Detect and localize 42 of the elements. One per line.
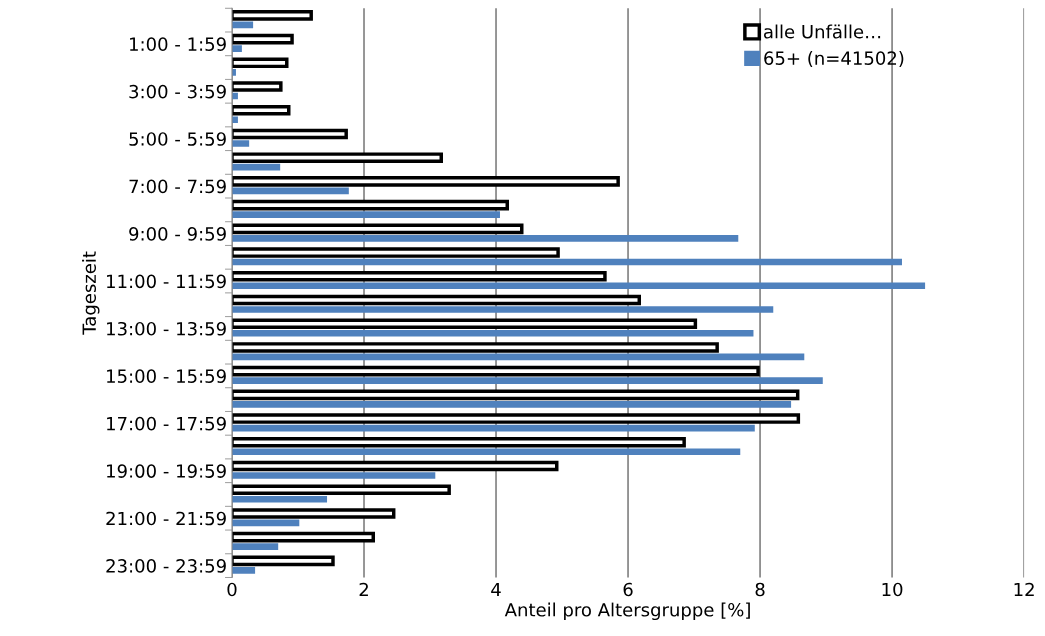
x-tick-label: 12 <box>1014 582 1034 597</box>
bar <box>231 235 739 242</box>
bar <box>231 353 805 361</box>
bar <box>231 140 250 147</box>
y-tick-label: 11:00 - 11:59 <box>107 274 226 289</box>
y-tick-label: 3:00 - 3:59 <box>129 84 226 99</box>
legend-label: alle Unfälle… <box>764 24 881 39</box>
x-tick-label: 8 <box>755 582 765 597</box>
y-tick-label: 23:00 - 23:59 <box>106 559 226 573</box>
x-axis-title: Anteil pro Altersgruppe [%] <box>504 602 750 621</box>
bar <box>231 424 755 432</box>
bar <box>231 329 754 337</box>
y-axis-title: Tageszeit <box>82 251 100 335</box>
x-tick-label: 2 <box>359 582 368 597</box>
y-tick-label: 15:00 - 15:59 <box>107 369 226 384</box>
bar <box>231 495 328 503</box>
bar <box>231 401 792 408</box>
y-tick-label: 17:00 - 17:59 <box>107 416 226 431</box>
bar <box>231 282 926 290</box>
bar <box>231 472 436 479</box>
legend-label: 65+ (n=41502) <box>764 51 904 68</box>
x-tick-label: 6 <box>623 582 633 597</box>
x-tick-label: 4 <box>491 582 501 597</box>
bar <box>231 377 823 384</box>
bar <box>231 258 902 266</box>
bar <box>231 45 242 52</box>
bar <box>231 543 279 550</box>
y-tick-label: 13:00 - 13:59 <box>107 321 226 336</box>
bar <box>231 211 500 218</box>
x-tick-label: 10 <box>882 582 903 597</box>
y-tick-label: 9:00 - 9:59 <box>129 227 226 241</box>
bar <box>231 306 774 313</box>
y-tick-label: 7:00 - 7:59 <box>129 179 226 194</box>
bar <box>231 567 256 574</box>
y-tick-label: 1:00 - 1:59 <box>130 37 226 51</box>
x-tick-label: 0 <box>227 582 237 597</box>
bar <box>231 187 349 195</box>
bar <box>231 116 238 124</box>
y-tick-label: 5:00 - 5:59 <box>129 132 226 146</box>
bar <box>231 448 741 456</box>
y-tick-label: 19:00 - 19:59 <box>107 464 226 478</box>
y-tick-label: 21:00 - 21:59 <box>106 511 226 526</box>
